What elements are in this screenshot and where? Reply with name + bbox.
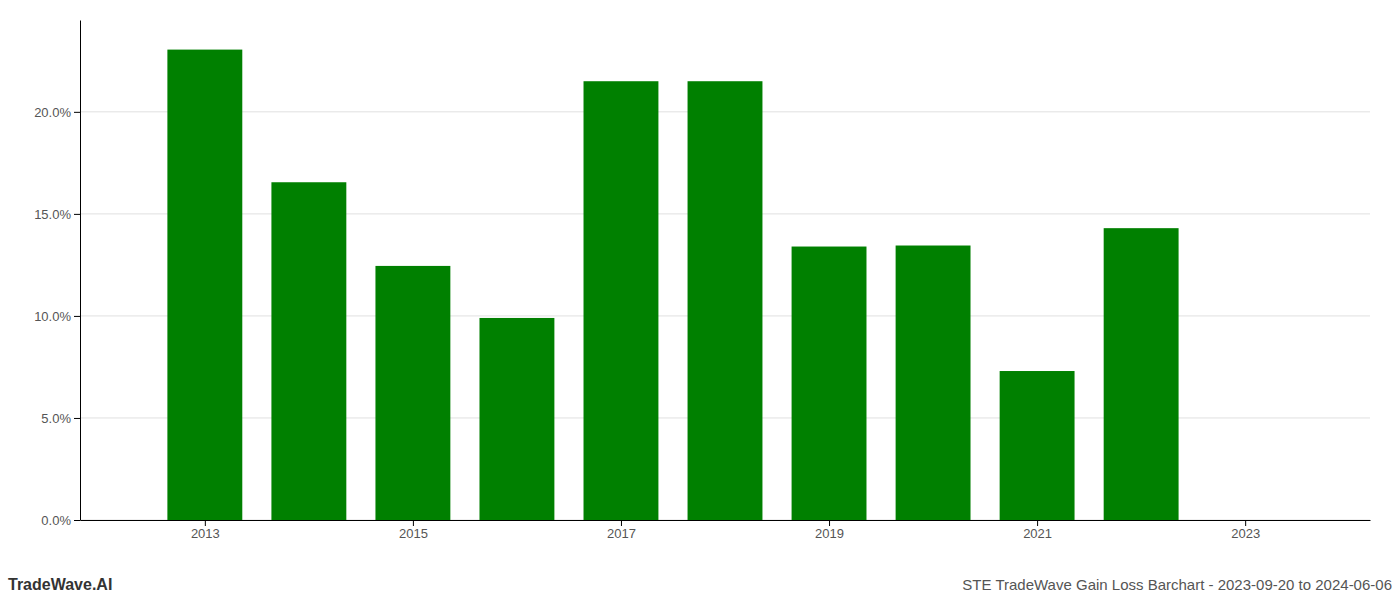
y-tick-mark: [74, 418, 80, 419]
x-tick-label: 2015: [399, 526, 428, 541]
x-tick: 2019: [815, 520, 844, 541]
x-tick-label: 2019: [815, 526, 844, 541]
axis-line: [81, 520, 1371, 521]
x-tick: 2021: [1023, 520, 1052, 541]
plot-area: [167, 50, 1178, 520]
y-tick: 20.0%: [34, 104, 80, 119]
y-tick-label: 5.0%: [41, 411, 71, 426]
bar: [584, 81, 659, 520]
x-tick-label: 2023: [1231, 526, 1260, 541]
x-tick-label: 2017: [607, 526, 636, 541]
y-tick-label: 10.0%: [34, 309, 71, 324]
bar: [1104, 228, 1179, 520]
y-axis: 0.0% 5.0% 10.0% 15.0% 20.0%: [34, 21, 80, 528]
y-tick: 15.0%: [34, 207, 80, 222]
bar: [167, 50, 242, 520]
chart-container: 2013 2015 2017 2019 2021 2023 0.0% 5.0% 10.0% 15.…: [0, 0, 1400, 600]
x-tick-mark: [205, 520, 206, 526]
y-tick-label: 0.0%: [41, 513, 71, 528]
y-tick: 0.0%: [41, 513, 80, 528]
x-tick-mark: [829, 520, 830, 526]
axis-line: [80, 21, 81, 521]
x-axis: 2013 2015 2017 2019 2021 2023: [81, 520, 1371, 541]
y-tick-mark: [74, 520, 80, 521]
bar: [479, 318, 554, 520]
x-tick-label: 2021: [1023, 526, 1052, 541]
y-tick: 10.0%: [34, 309, 80, 324]
x-tick-mark: [1245, 520, 1246, 526]
bar: [792, 247, 867, 520]
bar: [896, 246, 971, 520]
bar: [688, 81, 763, 520]
y-tick-mark: [74, 214, 80, 215]
x-tick: 2023: [1231, 520, 1260, 541]
x-tick-mark: [621, 520, 622, 526]
y-tick-label: 20.0%: [34, 104, 71, 119]
x-tick: 2015: [399, 520, 428, 541]
chart-svg: 2013 2015 2017 2019 2021 2023 0.0% 5.0% 10.0% 15.…: [0, 0, 1400, 600]
x-tick-label: 2013: [191, 526, 220, 541]
x-tick: 2013: [191, 520, 220, 541]
x-tick-mark: [1037, 520, 1038, 526]
chart-title: STE TradeWave Gain Loss Barchart - 2023-…: [962, 576, 1392, 593]
x-tick-mark: [413, 520, 414, 526]
bar: [375, 266, 450, 520]
y-tick-label: 15.0%: [34, 207, 71, 222]
y-tick-mark: [74, 316, 80, 317]
bar: [1000, 371, 1075, 520]
y-tick-mark: [74, 112, 80, 113]
x-tick: 2017: [607, 520, 636, 541]
watermark: TradeWave.AI: [8, 576, 112, 593]
y-tick: 5.0%: [41, 411, 80, 426]
bar: [271, 182, 346, 520]
